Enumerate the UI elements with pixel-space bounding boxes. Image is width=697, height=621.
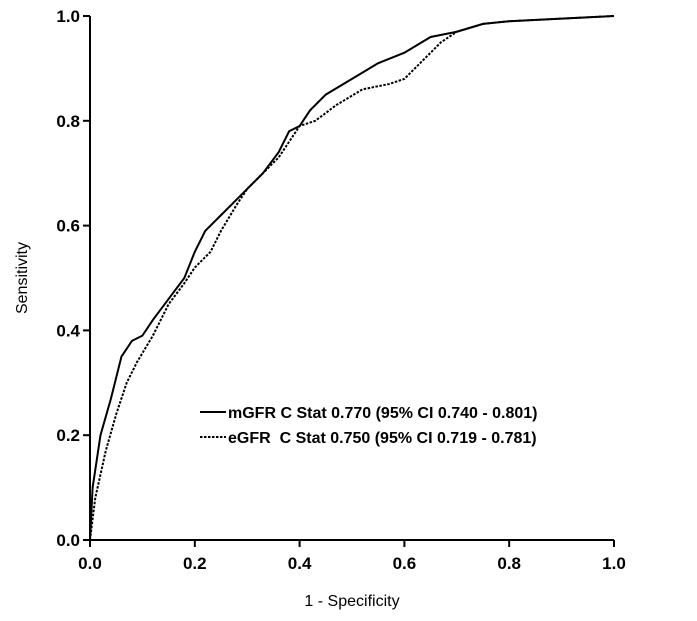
y-tick-label: 0.6 <box>56 217 80 236</box>
x-tick-label: 0.6 <box>393 554 417 573</box>
x-tick-label: 1.0 <box>602 554 626 573</box>
legend-label: eGFR C Stat 0.750 (95% CI 0.719 - 0.781) <box>228 430 537 447</box>
y-tick-label: 0.4 <box>56 321 80 340</box>
y-tick-label: 0.8 <box>56 112 80 131</box>
roc-curve <box>89 15 615 541</box>
x-tick-label: 0.4 <box>288 554 312 573</box>
x-tick-label: 0.2 <box>183 554 207 573</box>
x-axis-label: 1 - Specificity <box>304 593 399 610</box>
y-axis-label: Sensitivity <box>14 242 31 314</box>
roc-curve <box>89 15 615 541</box>
y-tick-label: 1.0 <box>56 7 80 26</box>
y-tick-label: 0.0 <box>56 531 80 550</box>
y-tick-label: 0.2 <box>56 426 80 445</box>
x-tick-label: 0.8 <box>497 554 521 573</box>
x-tick-label: 0.0 <box>78 554 102 573</box>
legend-label: mGFR C Stat 0.770 (95% CI 0.740 - 0.801) <box>228 405 537 422</box>
